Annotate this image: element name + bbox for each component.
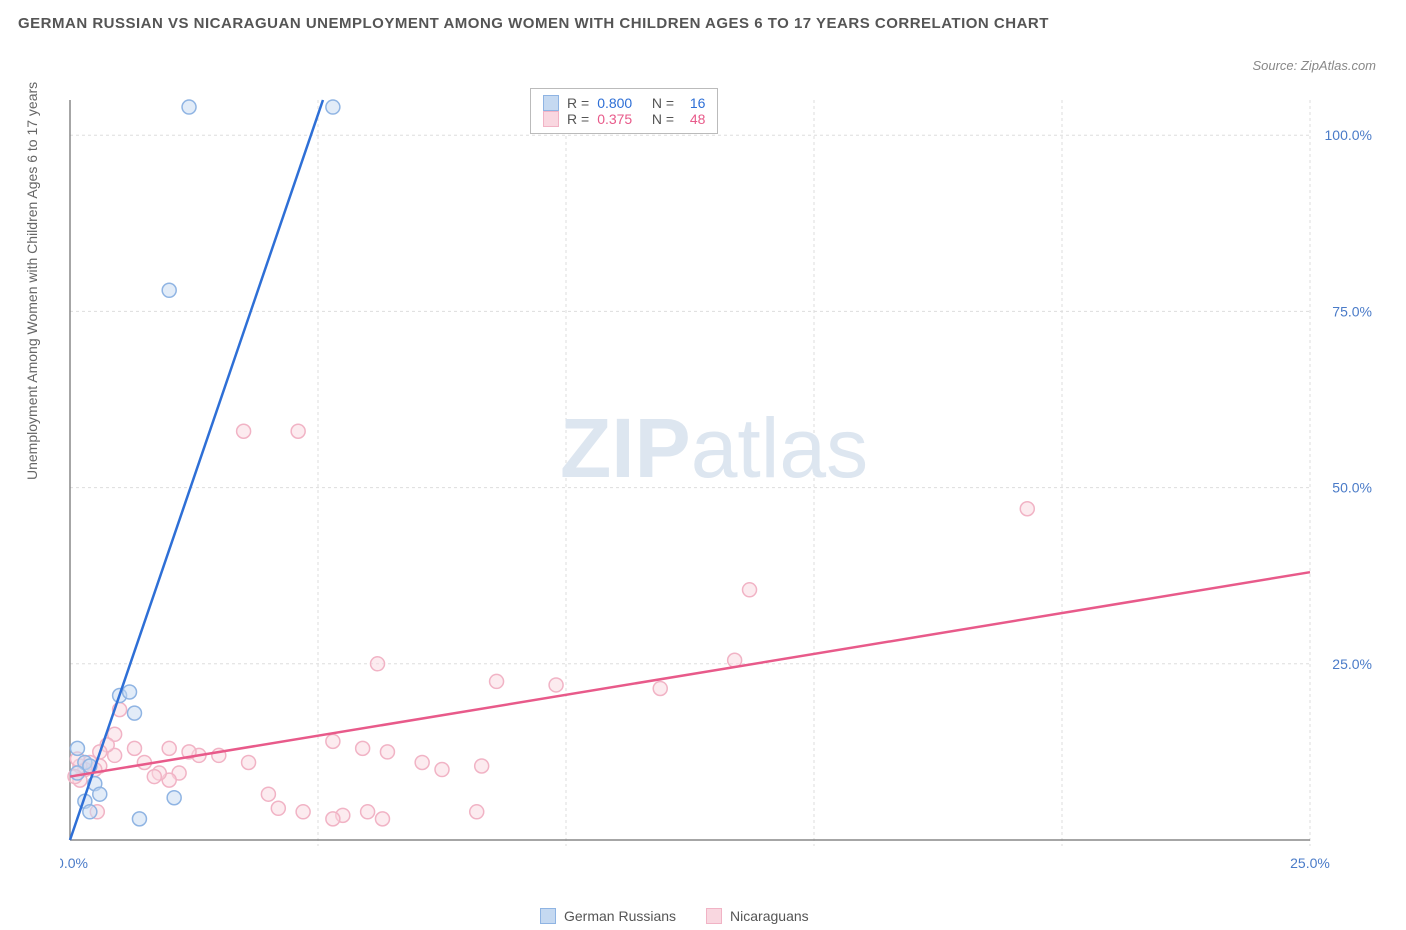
series-swatch [543, 111, 559, 127]
y-tick-label: 50.0% [1332, 480, 1372, 496]
y-tick-label: 100.0% [1325, 127, 1372, 143]
data-point [326, 100, 340, 114]
data-point [93, 787, 107, 801]
data-point [132, 812, 146, 826]
data-point [356, 741, 370, 755]
data-point [549, 678, 563, 692]
chart-area: 25.0% 50.0% 75.0% 100.0% 0.0% 25.0% [60, 90, 1380, 890]
data-point [380, 745, 394, 759]
data-point [296, 805, 310, 819]
legend-item: German Russians [540, 908, 676, 924]
data-point [162, 741, 176, 755]
data-point [291, 424, 305, 438]
legend-label: Nicaraguans [730, 908, 809, 924]
r-value: 0.375 [597, 111, 632, 127]
legend-item: Nicaraguans [706, 908, 809, 924]
data-point [326, 812, 340, 826]
data-point [147, 770, 161, 784]
source-label: Source: ZipAtlas.com [1252, 58, 1376, 73]
stats-box: R = 0.800 N = 16 R = 0.375 N = 48 [530, 88, 718, 134]
trend-line [70, 100, 323, 840]
data-point [375, 812, 389, 826]
data-point [490, 674, 504, 688]
n-value: 16 [682, 95, 705, 111]
y-axis-label: Unemployment Among Women with Children A… [24, 82, 40, 480]
data-point [653, 681, 667, 695]
legend-swatch [706, 908, 722, 924]
data-point [470, 805, 484, 819]
data-point [361, 805, 375, 819]
x-tick-label: 0.0% [60, 855, 88, 871]
data-point [326, 734, 340, 748]
scatter-plot: 25.0% 50.0% 75.0% 100.0% 0.0% 25.0% [60, 90, 1380, 890]
legend-swatch [540, 908, 556, 924]
data-point [415, 755, 429, 769]
r-label: R = [567, 111, 589, 127]
data-point [182, 100, 196, 114]
y-tick-label: 75.0% [1332, 303, 1372, 319]
data-point [371, 657, 385, 671]
data-point [127, 741, 141, 755]
legend: German Russians Nicaraguans [540, 908, 809, 924]
chart-title: GERMAN RUSSIAN VS NICARAGUAN UNEMPLOYMEN… [18, 10, 1049, 37]
data-point [167, 791, 181, 805]
data-point [242, 755, 256, 769]
r-label: R = [567, 95, 589, 111]
data-point [475, 759, 489, 773]
stats-row: R = 0.375 N = 48 [543, 111, 705, 127]
stats-row: R = 0.800 N = 16 [543, 95, 705, 111]
data-point [83, 805, 97, 819]
n-value: 48 [682, 111, 705, 127]
series-swatch [543, 95, 559, 111]
data-point [70, 741, 84, 755]
data-point [70, 766, 84, 780]
data-point [271, 801, 285, 815]
legend-label: German Russians [564, 908, 676, 924]
data-point [162, 283, 176, 297]
trend-line [70, 572, 1310, 776]
data-point [127, 706, 141, 720]
data-point [261, 787, 275, 801]
data-point [743, 583, 757, 597]
x-tick-label: 25.0% [1290, 855, 1330, 871]
r-value: 0.800 [597, 95, 632, 111]
data-point [237, 424, 251, 438]
data-point [123, 685, 137, 699]
y-tick-label: 25.0% [1332, 656, 1372, 672]
data-point [1020, 502, 1034, 516]
n-label: N = [640, 95, 674, 111]
data-point [435, 763, 449, 777]
n-label: N = [640, 111, 674, 127]
